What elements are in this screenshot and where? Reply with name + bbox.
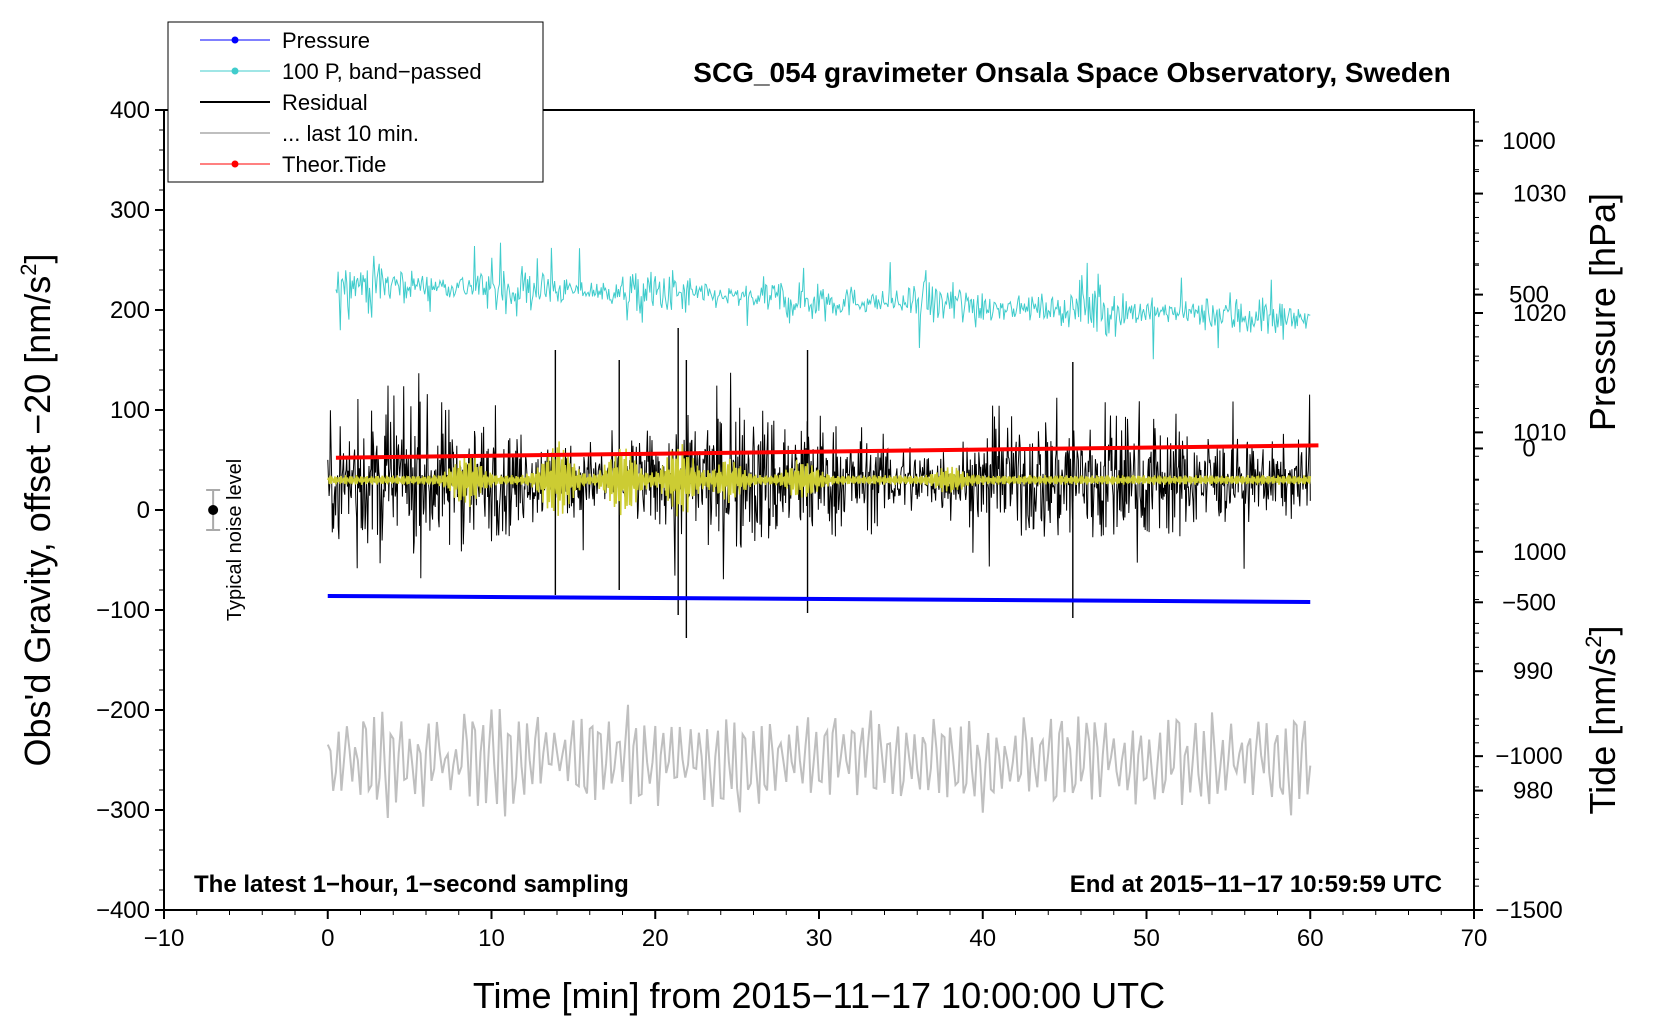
series-filtered-residual-line	[327, 441, 1312, 517]
y-tide-tick-label: 1000	[1502, 128, 1555, 155]
legend-marker	[231, 67, 239, 75]
y-left-tick-label: 100	[110, 397, 150, 424]
x-tick-label: −10	[144, 925, 185, 952]
y-left-tick-label: 300	[110, 197, 150, 224]
y-axis-left-title-main: Obs'd Gravity, offset −20 [nm/s	[17, 276, 58, 767]
legend-marker	[231, 36, 239, 44]
x-axis-title: Time [min] from 2015−11−17 10:00:00 UTC	[473, 975, 1165, 1016]
y-tide-tick-label: −500	[1502, 589, 1556, 616]
y-left-tick-label: 400	[110, 97, 150, 124]
y-left-tick-label: 200	[110, 297, 150, 324]
y-tide-tick-label: 500	[1509, 282, 1549, 309]
ticks-layer: −10 0 10 20 30 40 50 60 704003002001000−100−200−…	[96, 97, 1566, 952]
legend: Pressure 100 P, band−passed Residual ... la…	[167, 21, 544, 183]
x-tick-label: 10	[478, 925, 505, 952]
y-left-tick-label: −300	[96, 797, 150, 824]
noise-level-marker: Typical noise level	[206, 459, 246, 621]
x-tick-label: 20	[642, 925, 669, 952]
x-tick-label: 70	[1461, 925, 1488, 952]
noise-point	[208, 505, 219, 515]
y-left-tick-label: 0	[137, 497, 150, 524]
y-axis-left-title: Obs'd Gravity, offset −20 [nm/s2]	[16, 253, 58, 766]
legend-item: ... last 10 min.	[200, 121, 419, 146]
y-axis-tide-title-end: ]	[1582, 626, 1623, 636]
noise-label: Typical noise level	[224, 459, 246, 621]
series-pressure-line	[327, 593, 1311, 604]
legend-label: Pressure	[282, 28, 370, 53]
series-band-passed-pressure-line	[335, 242, 1311, 360]
y-axis-tide-title: Tide [nm/s2]	[1581, 626, 1623, 815]
annotation-left: The latest 1−hour, 1−second sampling	[194, 871, 629, 898]
y-axis-pressure-title: Pressure [hPa]	[1582, 193, 1623, 431]
x-tick-label: 30	[806, 925, 833, 952]
chart-title: SCG_054 gravimeter Onsala Space Observat…	[693, 57, 1450, 88]
y-pressure-tick-label: 980	[1513, 778, 1553, 805]
x-tick-label: 40	[969, 925, 996, 952]
x-tick-label: 60	[1297, 925, 1324, 952]
y-left-tick-label: −100	[96, 597, 150, 624]
x-tick-label: 50	[1133, 925, 1160, 952]
series-layer	[326, 242, 1319, 819]
annotation-right: End at 2015−11−17 10:59:59 UTC	[1070, 871, 1442, 898]
y-left-tick-label: −400	[96, 897, 150, 924]
y-axis-left-title-end: ]	[17, 253, 58, 263]
legend-label: 100 P, band−passed	[282, 59, 482, 84]
y-pressure-tick-label: 990	[1513, 658, 1553, 685]
legend-item: Theor.Tide	[200, 152, 386, 177]
x-tick-label: 0	[321, 925, 334, 952]
y-pressure-tick-label: 1020	[1513, 300, 1566, 327]
legend-label: Theor.Tide	[282, 152, 386, 177]
legend-label: Residual	[282, 90, 368, 115]
y-tide-tick-label: 0	[1522, 435, 1535, 462]
legend-item: Residual	[200, 90, 368, 115]
legend-item: Pressure	[200, 28, 370, 53]
y-left-tick-label: −200	[96, 697, 150, 724]
y-pressure-tick-label: 1010	[1513, 419, 1566, 446]
series-theoretical-tide-line	[335, 443, 1319, 460]
legend-marker	[231, 160, 239, 168]
y-axis-left-title-sup: 2	[16, 264, 41, 276]
series-last-10-min-line	[326, 704, 1312, 819]
legend-item: 100 P, band−passed	[200, 59, 482, 84]
y-tide-tick-label: −1500	[1495, 897, 1562, 924]
y-tide-tick-label: −1000	[1495, 743, 1562, 770]
y-pressure-tick-label: 1030	[1513, 181, 1566, 208]
y-axis-tide-title-sup: 2	[1581, 636, 1606, 648]
series-residual-line	[327, 372, 1311, 580]
legend-label: ... last 10 min.	[282, 121, 419, 146]
y-pressure-tick-label: 1000	[1513, 539, 1566, 566]
y-axis-tide-title-main: Tide [nm/s	[1582, 648, 1623, 815]
legend-items: Pressure 100 P, band−passed Residual ... la…	[200, 28, 482, 177]
